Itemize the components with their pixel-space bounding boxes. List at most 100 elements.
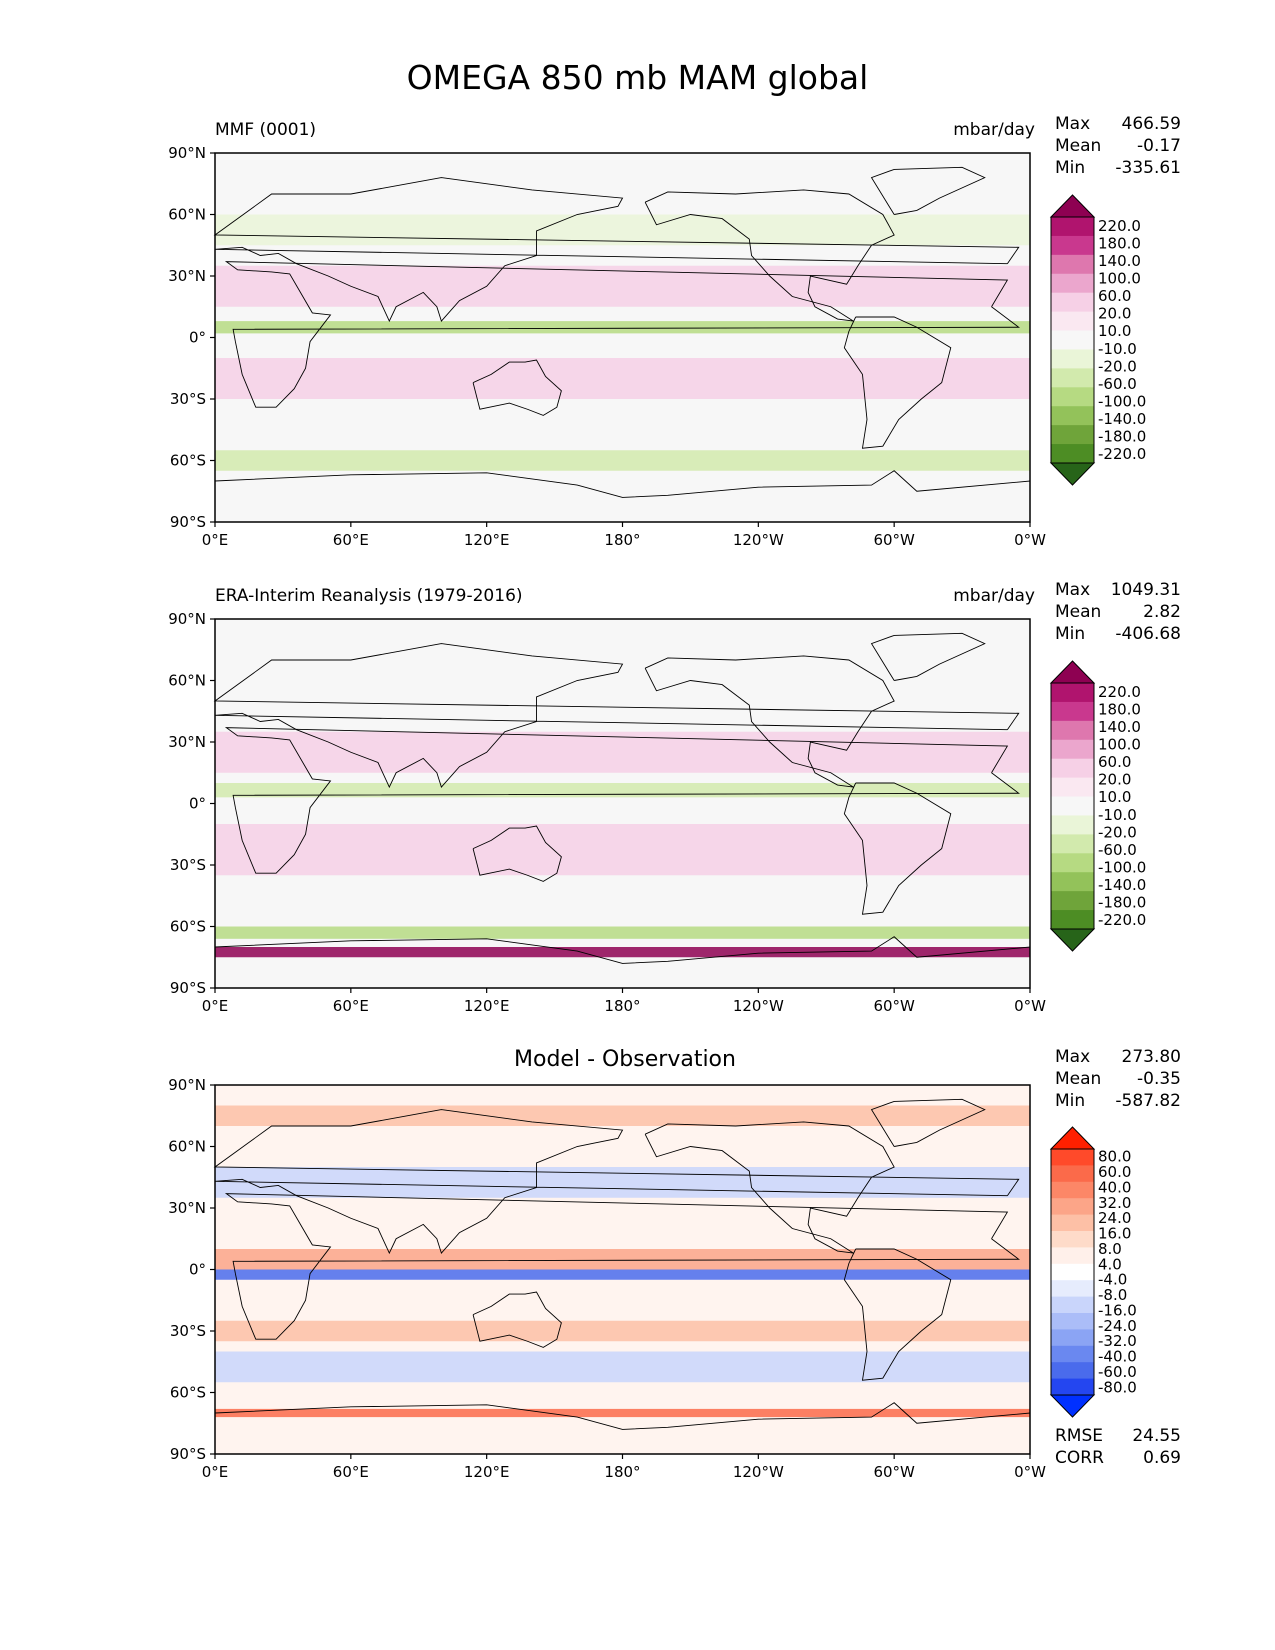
coastline <box>644 1121 895 1254</box>
colorbar-tick-label: 140.0 <box>1098 252 1141 270</box>
y-tick-label: 0° <box>189 795 206 813</box>
stat-max: Max 273.80 <box>1055 1047 1181 1067</box>
field-band <box>215 358 1030 399</box>
coastline <box>472 1291 562 1348</box>
coastline <box>213 643 1020 789</box>
colorbar-tick-label: -100.0 <box>1098 393 1146 411</box>
colorbar-tick-label: 10.0 <box>1098 322 1131 340</box>
colorbar-segment <box>1051 406 1094 426</box>
map-panel-1: 0°E 60°E 120°E 180° 120°W 60°W 0°W 90°N 60°N 30°N… <box>168 144 1046 549</box>
x-tick-label: 120°W <box>733 997 784 1015</box>
x-tick-label: 120°W <box>733 531 784 549</box>
x-tick-label: 60°E <box>333 1463 369 1481</box>
colorbar-tick-label: 60.0 <box>1098 753 1131 771</box>
map-panel-2: 0°E 60°E 120°E 180° 120°W 60°W 0°W 90°N 60°N 30°N… <box>168 610 1046 1015</box>
coastline <box>224 261 1021 408</box>
colorbar-segment <box>1051 1149 1094 1166</box>
map-panel-3: 0°E 60°E 120°E 180° 120°W 60°W 0°W 90°N 60°N 30°N… <box>168 1076 1046 1481</box>
colorbar-tick-label: -4.0 <box>1098 1271 1127 1289</box>
colorbar-segment <box>1051 872 1094 892</box>
coastline <box>224 727 1021 874</box>
colorbar-tick-label: 100.0 <box>1098 270 1141 288</box>
colorbar-segment <box>1051 1345 1094 1363</box>
field-band <box>215 1408 1030 1418</box>
colorbar-tick-label: -20.0 <box>1098 357 1137 375</box>
colorbar-tick-label: -10.0 <box>1098 340 1137 358</box>
colorbar-tick-label: 20.0 <box>1098 771 1131 789</box>
y-tick-label: 60°N <box>168 206 206 224</box>
coastline <box>644 655 895 788</box>
colorbar-segment <box>1051 1214 1094 1232</box>
colorbar-segment <box>1051 758 1094 779</box>
colorbar-segment <box>1051 425 1094 445</box>
colorbar-segment <box>1051 1198 1094 1216</box>
field-band <box>215 1105 1030 1126</box>
y-tick-label: 30°S <box>170 1322 206 1340</box>
stat-mean: Mean -0.35 <box>1055 1069 1181 1089</box>
colorbar-segment <box>1051 330 1094 350</box>
colorbar-2: 220.0180.0140.0100.060.020.010.0-10.0-20… <box>1049 660 1146 952</box>
colorbar-tick-label: -16.0 <box>1098 1301 1137 1319</box>
colorbar-extend-top <box>1049 194 1096 218</box>
colorbar-segment <box>1051 254 1094 275</box>
x-tick-label: 0°E <box>202 997 229 1015</box>
field-band <box>215 1167 1030 1198</box>
x-tick-label: 0°E <box>202 1463 229 1481</box>
y-tick-label: 90°S <box>170 513 206 531</box>
y-tick-label: 60°S <box>170 452 206 470</box>
colorbar-segment <box>1051 235 1094 256</box>
y-tick-label: 30°S <box>170 390 206 408</box>
x-tick-label: 120°E <box>464 997 510 1015</box>
colorbar-segment <box>1051 1378 1094 1396</box>
field-band <box>215 1351 1030 1383</box>
stat-mean: Mean 2.82 <box>1055 602 1181 622</box>
panel-3-extra-stats: RMSE 24.55 CORR 0.69 <box>1055 1425 1181 1469</box>
colorbar-segment <box>1051 292 1094 313</box>
y-tick-label: 30°S <box>170 856 206 874</box>
colorbar-segment <box>1051 834 1094 854</box>
colorbar-segment <box>1051 815 1094 835</box>
field-band <box>215 214 1030 246</box>
colorbar-segment <box>1051 444 1094 464</box>
colorbar-segment <box>1051 1313 1094 1330</box>
coastline <box>870 632 986 681</box>
x-tick-label: 0°E <box>202 531 229 549</box>
y-tick-label: 90°N <box>168 610 206 628</box>
panel-1-stats: Max 466.59 Mean -0.17 Min -335.61 <box>1055 113 1181 179</box>
colorbar-frame <box>1050 216 1095 464</box>
coastline <box>213 1109 1020 1255</box>
colorbar-3: 80.060.040.032.024.016.08.04.0-4.0-8.0-1… <box>1049 1126 1137 1418</box>
colorbar-tick-label: -40.0 <box>1098 1348 1137 1366</box>
x-tick-label: 180° <box>604 1463 640 1481</box>
x-tick-label: 60°E <box>333 531 369 549</box>
x-tick-label: 60°W <box>873 997 915 1015</box>
panel-1-units: mbar/day <box>953 120 1035 140</box>
colorbar-segment <box>1051 853 1094 873</box>
colorbar-tick-label: 32.0 <box>1098 1194 1131 1212</box>
field-band <box>215 947 1030 958</box>
y-tick-label: 30°N <box>168 1199 206 1217</box>
stat-min: Min -335.61 <box>1055 158 1181 178</box>
panel-1-left-title: MMF (0001) <box>215 120 317 140</box>
y-tick-label: 60°S <box>170 918 206 936</box>
colorbar-segment <box>1051 349 1094 369</box>
colorbar-tick-label: -60.0 <box>1098 841 1137 859</box>
y-tick-label: 90°S <box>170 1445 206 1463</box>
colorbar-segment <box>1051 891 1094 911</box>
colorbar-segment <box>1051 1231 1094 1248</box>
colorbar-tick-label: 80.0 <box>1098 1148 1131 1166</box>
field-band <box>215 1249 1030 1270</box>
colorbar-segment <box>1051 796 1094 816</box>
coastline <box>843 782 952 915</box>
colorbar-tick-label: 220.0 <box>1098 683 1141 701</box>
colorbar-segment <box>1051 368 1094 388</box>
colorbar-tick-label: -140.0 <box>1098 876 1146 894</box>
panel-3-title: Model - Observation <box>514 1047 736 1072</box>
colorbar-tick-label: 8.0 <box>1098 1240 1122 1258</box>
coastline <box>843 1248 952 1381</box>
panel-2-left-title: ERA-Interim Reanalysis (1979-2016) <box>215 586 523 606</box>
x-tick-label: 60°W <box>873 531 915 549</box>
x-tick-label: 180° <box>604 531 640 549</box>
colorbar-extend-bottom <box>1049 462 1096 486</box>
